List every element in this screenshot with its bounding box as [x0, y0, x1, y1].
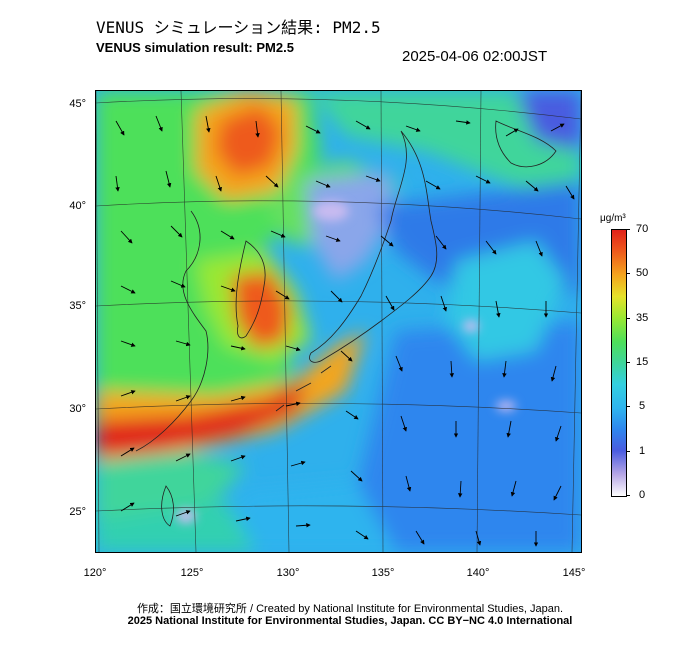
coastlines-layer: [135, 120, 557, 527]
credit-line: 作成：国立環境研究所 / Created by National Institu…: [136, 603, 564, 615]
lon-label-135: 135°: [371, 567, 395, 579]
colorbar-tick-5: 5: [639, 400, 646, 412]
lat-label-30: 30°: [69, 403, 86, 415]
lat-label-40: 40°: [69, 200, 86, 212]
lon-label-120: 120°: [83, 567, 107, 579]
colorbar-tick-1: 1: [639, 445, 646, 457]
wind-vectors-layer: [115, 115, 575, 547]
colorbar-tick-mark: [626, 362, 630, 363]
pm25-map: [95, 90, 582, 553]
colorbar-tick-15: 15: [636, 356, 649, 368]
colorbar-tick-0: 0: [639, 489, 646, 501]
title-english: VENUS simulation result: PM2.5: [96, 40, 294, 55]
pm25-concentration-layer: [96, 91, 581, 552]
colorbar-tick-mark: [626, 229, 630, 230]
colorbar-tick-50: 50: [636, 267, 649, 279]
lat-label-45: 45°: [69, 98, 86, 110]
colorbar-unit: μg/m³: [600, 213, 626, 224]
colorbar-tick-mark: [626, 273, 630, 274]
lon-label-145: 145°: [562, 567, 586, 579]
colorbar-tick-mark: [626, 451, 630, 452]
colorbar-tick-mark: [626, 406, 630, 407]
license-line: 2025 National Institute for Environmenta…: [127, 615, 573, 627]
lat-label-35: 35°: [69, 300, 86, 312]
lon-label-125: 125°: [180, 567, 204, 579]
colorbar-tick-35: 35: [636, 312, 649, 324]
lat-label-25: 25°: [69, 506, 86, 518]
graticule-layer: [96, 91, 581, 552]
pm25-map-canvas: [96, 91, 581, 552]
colorbar: [611, 229, 627, 497]
colorbar-tick-mark: [626, 495, 630, 496]
title-japanese: VENUS シミュレーション結果: PM2.5: [96, 18, 381, 37]
forecast-timestamp: 2025-04-06 02:00JST: [402, 48, 548, 65]
colorbar-tick-mark: [626, 318, 630, 319]
lon-label-130: 130°: [276, 567, 300, 579]
colorbar-tick-70: 70: [636, 223, 649, 235]
lon-label-140: 140°: [466, 567, 490, 579]
